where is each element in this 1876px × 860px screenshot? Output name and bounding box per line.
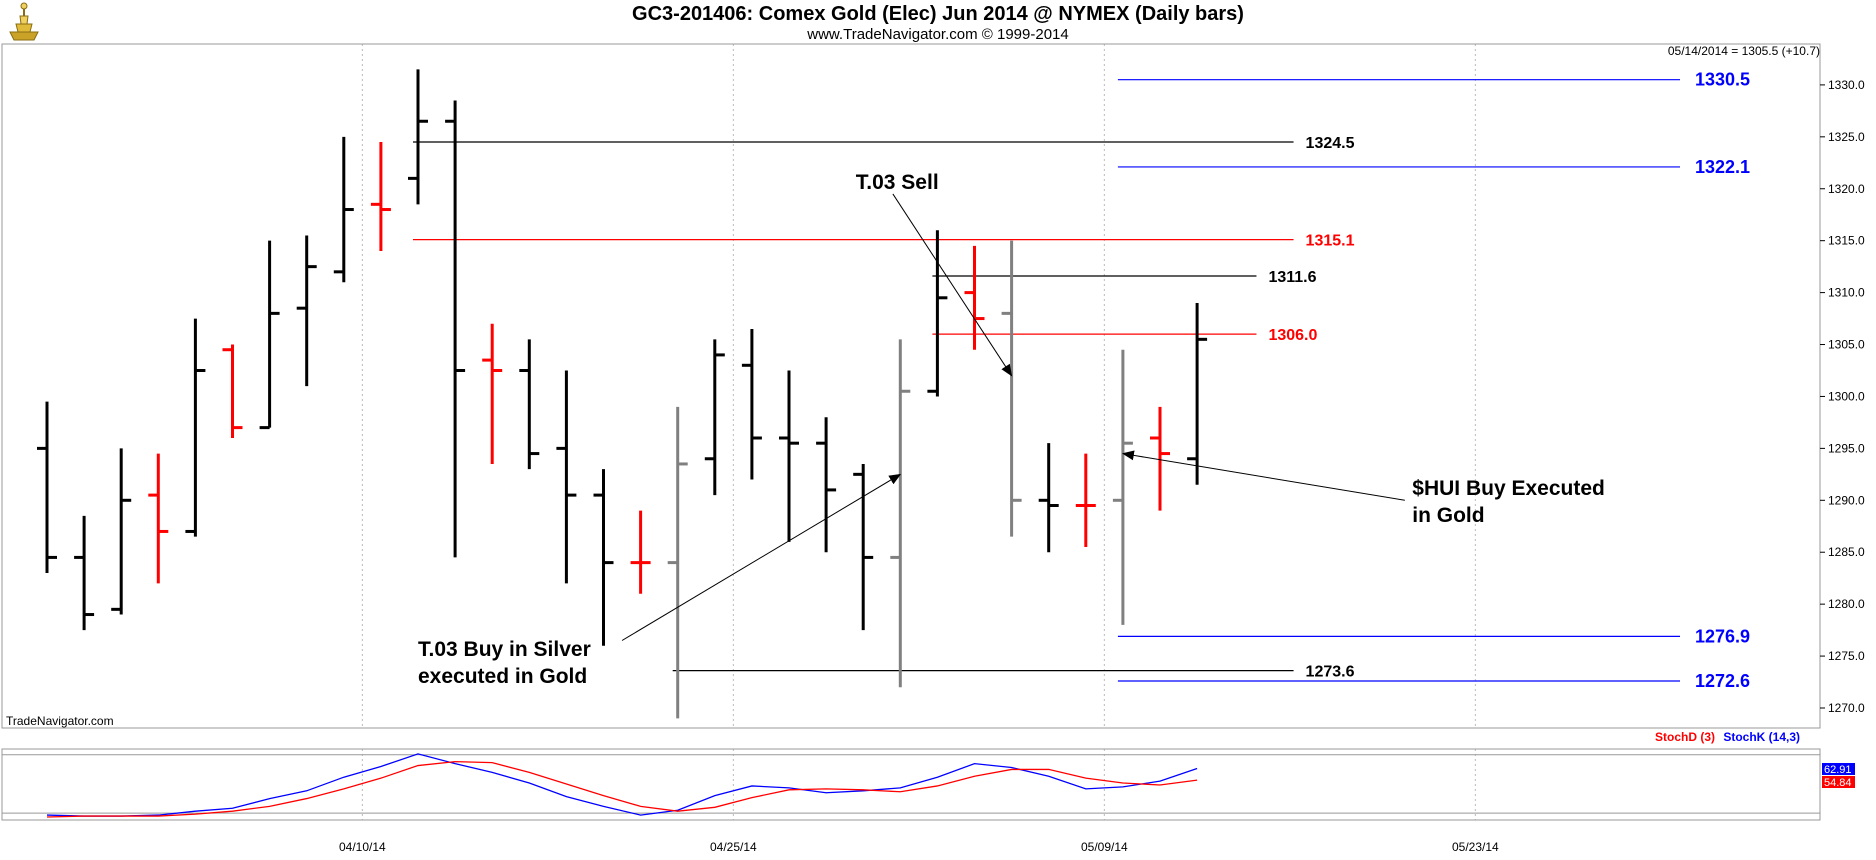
date-axis: 04/10/14 04/25/14 05/09/14 05/23/14 [339, 840, 1499, 854]
stochk-legend: StochK (14,3) [1723, 730, 1800, 744]
watermark-label: TradeNavigator.com [6, 714, 114, 728]
ohlc-bar [148, 453, 169, 584]
stoch-line [46, 753, 1198, 817]
ohlc-bar [556, 370, 577, 584]
level-label: 1330.5 [1695, 70, 1750, 90]
annotation-text: T.03 Buy in Silver [418, 638, 591, 661]
ohlc-bar [1038, 443, 1059, 553]
y-tick-label: 1300.0 [1828, 389, 1865, 403]
y-tick-label: 1285.0 [1828, 545, 1865, 559]
y-tick-label: 1315.0 [1828, 234, 1865, 248]
ohlc-bar [445, 100, 466, 558]
ohlc-bar [259, 240, 280, 430]
y-tick-label: 1325.0 [1828, 130, 1865, 144]
ohlc-bar [964, 245, 985, 350]
ohlc-bar [704, 339, 725, 496]
annotation-arrow [892, 193, 1013, 377]
level-label: 1273.6 [1306, 664, 1355, 681]
level-label: 1276.9 [1695, 626, 1750, 646]
ohlc-bar [1150, 406, 1170, 511]
annotation-text: $HUI Buy Executed [1412, 477, 1605, 500]
annotation-text: in Gold [1412, 504, 1484, 527]
y-tick-label: 1275.0 [1828, 649, 1865, 663]
ohlc-bar [111, 448, 132, 615]
level-label: 1311.6 [1268, 269, 1316, 286]
ohlc-bar [1075, 453, 1096, 548]
x-tick-label: 04/10/14 [339, 840, 386, 854]
x-tick-label: 05/09/14 [1081, 840, 1128, 854]
ohlc-bar [519, 339, 540, 470]
ohlc-bar [1112, 349, 1133, 625]
plot-frame [1, 43, 1821, 821]
stoch-plot-border [1, 748, 1821, 821]
ohlc-bar [593, 469, 614, 646]
ohlc-bar [779, 370, 799, 542]
stochd-value-badge: 54.84 [1822, 776, 1855, 789]
stochk-value: 62.91 [1824, 764, 1852, 776]
ohlc-bar [667, 406, 688, 719]
y-tick-label: 1305.0 [1828, 338, 1865, 352]
price-axis: 1270.0 1275.0 1280.0 1285.0 1290.0 1295.0 1300… [1820, 78, 1865, 715]
stochastic-panel [2, 753, 1820, 818]
level-label: 1315.1 [1306, 233, 1355, 250]
annotations: T.03 Sell T.03 Buy in Silver executed in G… [418, 171, 1605, 688]
last-price-readout: 05/14/2014 = 1305.5 (+10.7) [1668, 44, 1820, 58]
x-tick-label: 04/25/14 [710, 840, 757, 854]
annotation-arrow [1121, 450, 1405, 501]
annotation-arrow [621, 473, 902, 641]
ohlc-bar [816, 417, 837, 553]
y-tick-label: 1320.0 [1828, 182, 1865, 196]
annotation-text: executed in Gold [418, 665, 587, 688]
ohlc-bar [630, 510, 651, 594]
x-tick-label: 05/23/14 [1452, 840, 1499, 854]
stochk-value-badge: 62.91 [1822, 763, 1855, 776]
y-tick-label: 1330.0 [1828, 78, 1865, 92]
level-label: 1272.6 [1695, 671, 1750, 691]
main-plot-border [1, 43, 1821, 729]
level-label: 1306.0 [1268, 327, 1317, 344]
annotation-text: T.03 Sell [856, 171, 939, 194]
grid-lines [361, 44, 1476, 820]
y-tick-label: 1310.0 [1828, 286, 1865, 300]
y-tick-label: 1280.0 [1828, 597, 1865, 611]
ohlc-bar [222, 344, 243, 438]
ohlc-bar [482, 323, 503, 464]
stochd-legend: StochD (3) [1655, 730, 1715, 744]
y-tick-label: 1295.0 [1828, 441, 1865, 455]
y-tick-label: 1270.0 [1828, 701, 1865, 715]
ohlc-bar [74, 515, 95, 631]
ohlc-bar [296, 235, 317, 387]
stoch-line [46, 761, 1198, 818]
chart-title: GC3-201406: Comex Gold (Elec) Jun 2014 @… [632, 3, 1244, 25]
price-levels: 1330.5 1324.5 1322.1 1315.1 1311.6 1306.0 1276… [413, 70, 1750, 691]
ohlc-bar [1001, 240, 1022, 537]
stochd-value: 54.84 [1824, 777, 1852, 789]
tradenavigator-logo-icon [4, 2, 44, 47]
ohlc-bars [37, 69, 1208, 719]
level-label: 1322.1 [1695, 157, 1750, 177]
ohlc-bar [185, 318, 206, 537]
ohlc-bar [370, 142, 391, 252]
ohlc-bar [333, 136, 354, 283]
ohlc-bar [741, 328, 762, 480]
ohlc-bar [37, 401, 57, 573]
ohlc-bar [408, 69, 428, 205]
level-label: 1324.5 [1306, 135, 1355, 152]
ohlc-bar [853, 463, 874, 631]
chart-subtitle: www.TradeNavigator.com © 1999-2014 [807, 26, 1069, 43]
ohlc-bar [927, 230, 948, 397]
ohlc-bar [890, 339, 911, 688]
ohlc-bar [1187, 302, 1208, 485]
y-tick-label: 1290.0 [1828, 493, 1865, 507]
